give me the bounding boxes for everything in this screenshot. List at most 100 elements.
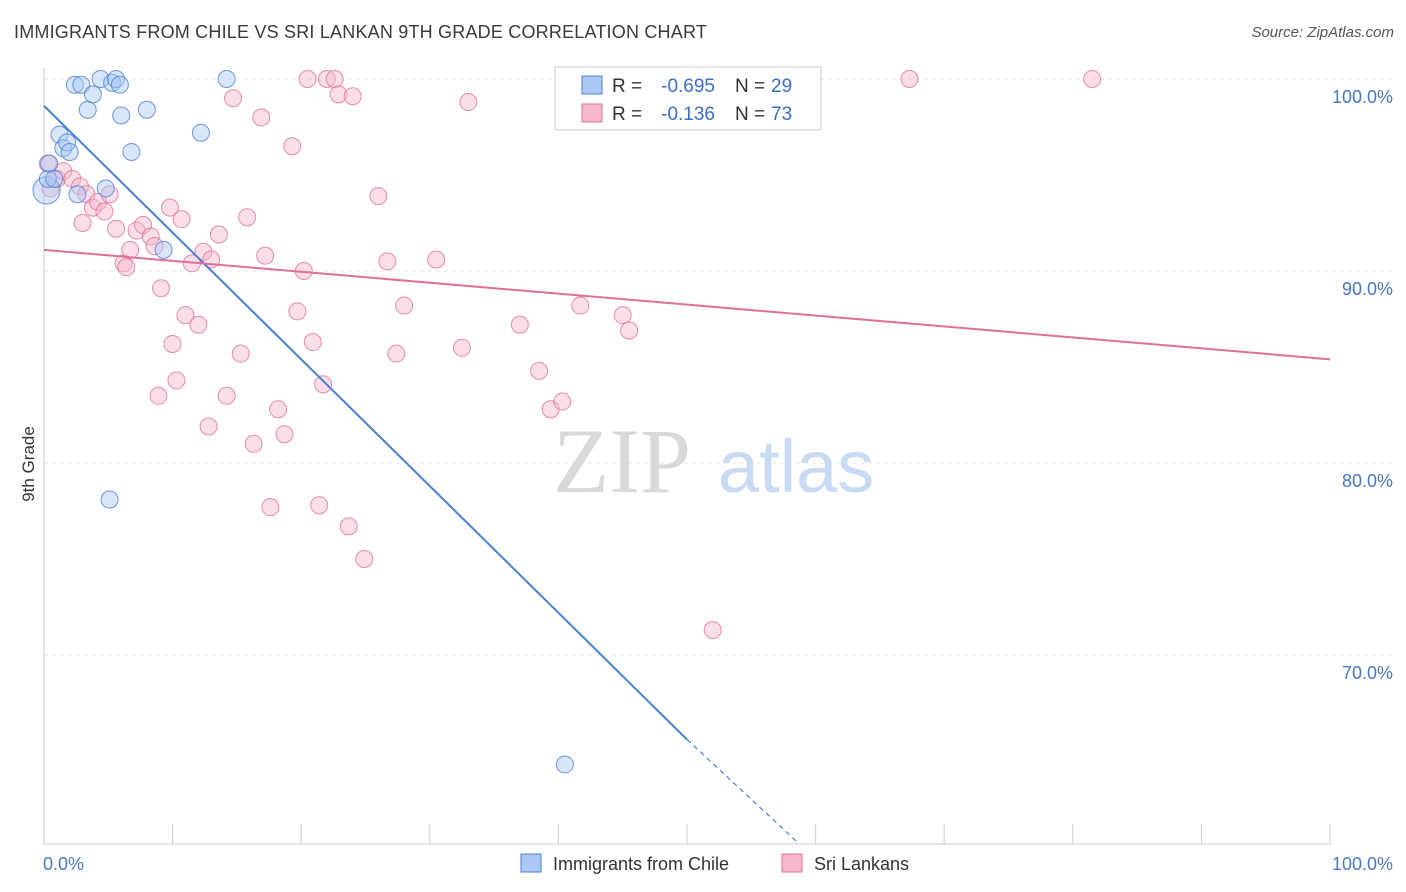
axes [43,68,1331,845]
bottom-legend-label: Immigrants from Chile [553,854,729,874]
legend-n-value: 29 [771,76,792,97]
data-point [224,89,243,108]
data-point [317,70,336,88]
data-point [703,621,722,640]
data-point [117,258,136,277]
data-point [387,344,406,363]
data-point [283,137,302,156]
grid-lines [44,78,1392,656]
data-point [252,108,271,127]
data-point [620,321,639,340]
watermark-zip: ZIP [553,410,691,512]
data-point [459,93,478,112]
data-point [194,242,213,261]
trend-lines [43,105,1331,842]
y-tick-label: 100.0% [1332,87,1393,107]
data-point [231,344,250,363]
data-point [152,279,171,298]
data-point [83,85,102,104]
data-point [83,198,102,217]
data-point [145,237,164,256]
data-point [141,227,160,246]
data-point [217,70,236,88]
legend-r-label: R = [612,104,642,125]
data-point [122,142,141,161]
data-point [32,176,61,205]
chart-title: IMMIGRANTS FROM CHILE VS SRI LANKAN 9TH … [14,22,708,42]
data-point [189,315,208,334]
data-point [96,179,115,198]
y-tick-labels: 100.0% 90.0% 80.0% 70.0% [1332,87,1393,683]
data-point [310,496,329,515]
data-point [378,252,397,271]
data-point [510,315,529,334]
bottom-legend-label: Sri Lankans [814,854,909,874]
data-point [571,296,590,315]
legend-r-value: -0.695 [661,76,715,97]
data-point [1083,70,1102,88]
x-tick-labels: 0.0% 100.0% [43,854,1393,874]
data-point [40,154,59,173]
data-point [163,334,182,353]
data-point [110,75,129,94]
data-point [530,361,549,380]
trend-line-sri-lankans [43,248,1331,361]
data-point [60,142,79,161]
data-point [269,400,288,419]
legend-r-label: R = [612,76,642,97]
data-point [72,75,91,94]
legend-r-value: -0.136 [661,104,715,125]
data-point [452,338,471,357]
y-axis-label: 9th Grade [19,426,38,502]
data-point [553,392,572,411]
bottom-legend-swatch [781,853,803,873]
data-point [167,371,186,390]
y-tick-label: 70.0% [1342,663,1393,683]
data-point [355,550,374,568]
data-point [107,219,126,238]
data-point [149,386,168,405]
legend-swatch [581,75,603,95]
data-point [78,100,97,119]
data-point [199,417,218,436]
data-point [172,210,191,229]
data-point [369,187,388,206]
data-point [217,386,236,405]
data-point [191,123,210,142]
data-point [38,169,57,188]
data-point [112,106,131,125]
data-point [303,333,322,352]
data-point [209,225,228,244]
data-point [50,125,69,144]
watermark: ZIP atlas [553,410,874,512]
data-point [314,375,333,394]
data-point [73,214,92,232]
watermark-atlas: atlas [718,425,874,508]
series-sri-lankans [38,70,1102,640]
data-point [555,755,574,774]
data-point [244,434,263,453]
legend-n-label: N = [735,104,765,125]
data-point [288,302,307,321]
legend-swatch [581,103,603,123]
data-point [65,75,84,94]
y-tick-label: 80.0% [1342,471,1393,491]
data-point [329,85,348,104]
legend-n-label: N = [735,76,765,97]
data-point [45,169,64,188]
data-point [339,517,358,536]
data-point [325,70,344,88]
data-point [238,208,257,227]
correlation-legend: R = -0.695 N = 29 R = -0.136 N = 73 [554,66,822,131]
data-point [298,70,317,88]
data-point [343,87,362,106]
data-point [900,70,919,88]
data-point [275,425,294,444]
bottom-legend-swatch [520,853,542,873]
data-point [68,185,87,204]
data-point [395,296,414,315]
bottom-legend: Immigrants from Chile Sri Lankans [520,853,909,874]
trend-line-chile [43,105,688,741]
data-point [95,202,114,221]
